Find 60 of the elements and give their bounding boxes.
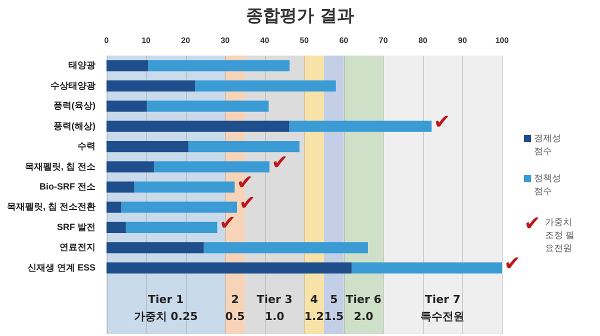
y-tick-label: Bio-SRF 전소 — [40, 182, 96, 192]
band-label: Tier 6 2.0 — [346, 292, 382, 323]
bar — [352, 262, 502, 274]
y-tick-label: 신재생 연계 ESS — [27, 262, 96, 272]
x-tick-label: 10 — [142, 36, 152, 46]
x-tick-label: 70 — [378, 36, 388, 46]
bar — [106, 60, 148, 72]
x-tick-label: 90 — [458, 36, 468, 46]
y-tick-label: 목재펠릿, 칩 전소 — [24, 161, 96, 172]
y-tick-label: 풍력(육상) — [54, 100, 96, 111]
bar — [146, 100, 269, 112]
bar — [106, 100, 147, 112]
band-label: 5 1.5 — [324, 292, 344, 323]
bar — [148, 60, 290, 72]
y-tick-label: 수상태양광 — [50, 80, 96, 90]
legend-label: 경제성 점수 — [534, 133, 562, 158]
band-label: Tier 3 1.0 — [256, 292, 292, 323]
x-tick-label: 100 — [495, 36, 510, 46]
band-label: 2 0.5 — [225, 292, 245, 323]
bar — [134, 181, 235, 193]
bar — [188, 141, 300, 152]
x-tick-label: 40 — [260, 36, 270, 46]
bar — [106, 262, 352, 274]
x-tick-label: 20 — [181, 36, 191, 46]
bar — [106, 161, 154, 172]
y-tick-label: SRF 발전 — [56, 222, 96, 232]
annotation: ✔ — [219, 210, 236, 235]
x-tick-label: 50 — [300, 36, 310, 46]
bar — [106, 120, 290, 132]
y-tick-label: 수력 — [78, 141, 96, 152]
band-label: 4 1.2 — [304, 292, 324, 323]
y-tick-label: 목재펠릿, 칩 전소전환 — [6, 202, 96, 212]
bar — [289, 120, 432, 132]
y-tick-label: 풍력(해상) — [54, 120, 96, 131]
x-tick-label: 0 — [104, 36, 110, 46]
bar — [106, 242, 204, 254]
bar — [106, 202, 122, 213]
bar — [204, 242, 368, 254]
bar — [106, 141, 188, 152]
bar — [126, 222, 218, 234]
x-tick-label: 30 — [220, 36, 230, 46]
bar — [106, 80, 196, 92]
check-icon: ✔ — [524, 212, 541, 234]
y-tick-label: 태양광 — [68, 60, 96, 70]
annotation: ✔ — [504, 251, 521, 276]
y-tick-label: 연료전지 — [60, 242, 96, 252]
bar — [154, 161, 270, 172]
bar — [106, 181, 134, 193]
x-tick-label: 60 — [339, 36, 349, 46]
text: 가중치 조정 필요전원 — [544, 218, 575, 254]
band-label: Tier 7 특수전원 — [420, 292, 465, 323]
legend-label: 정책성 점수 — [534, 173, 562, 198]
bar — [195, 80, 336, 92]
bar — [106, 222, 126, 234]
band-label: Tier 1 가중치 0.25 — [134, 292, 198, 323]
annotation: ✔ — [434, 110, 450, 134]
x-tick-label: 80 — [418, 36, 428, 46]
annotation: ✔ — [271, 150, 288, 174]
chart-title: 종합평가 결과 — [245, 5, 355, 27]
bar — [121, 202, 238, 213]
